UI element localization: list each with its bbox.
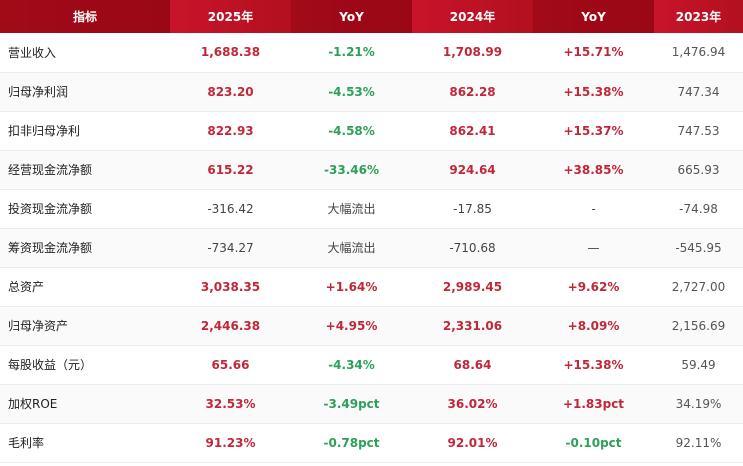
value-2025: 1,688.38 (200, 45, 261, 60)
value-2025: 65.66 (211, 357, 250, 372)
value-2024: 2,989.45 (442, 279, 503, 294)
header-yoy-2025: YoY (291, 0, 412, 33)
table-row: 毛利率 91.23% -0.78pct 92.01% -0.10pct 92.11% (0, 423, 743, 462)
value-2024: 862.41 (449, 123, 496, 138)
value-2025: -734.27 (207, 240, 254, 255)
value-2023: -545.95 (675, 240, 722, 255)
value-2024: 36.02% (447, 396, 498, 411)
value-2023: 59.49 (681, 357, 716, 372)
value-2025: 3,038.35 (200, 279, 261, 294)
table-row: 每股收益（元） 65.66 -4.34% 68.64 +15.38% 59.49 (0, 345, 743, 384)
table-row: 扣非归母净利 822.93 -4.58% 862.41 +15.37% 747.53 (0, 111, 743, 150)
table-row: 筹资现金流净额 -734.27 大幅流出 -710.68 — -545.95 (0, 228, 743, 267)
metric-label: 营业收入 (8, 45, 57, 60)
yoy-2025: 大幅流出 (327, 202, 376, 216)
table-row: 加权ROE 32.53% -3.49pct 36.02% +1.83pct 34.19% (0, 384, 743, 423)
value-2024: 92.01% (447, 435, 498, 450)
metric-label: 总资产 (8, 280, 45, 294)
metric-label: 扣非归母净利 (8, 124, 81, 138)
value-2025: 91.23% (205, 435, 256, 450)
yoy-2024: +15.38% (563, 357, 624, 372)
value-2025: -316.42 (207, 201, 254, 216)
value-2025: 2,446.38 (200, 318, 261, 333)
value-2023: 747.53 (677, 123, 720, 138)
yoy-2024: - (591, 201, 596, 216)
metric-label: 归母净利润 (8, 85, 69, 99)
yoy-2025: -0.78pct (323, 435, 380, 450)
table-row: 营业收入 1,688.38 -1.21% 1,708.99 +15.71% 1,476.9… (0, 33, 743, 72)
yoy-2025: +1.64% (325, 279, 378, 294)
yoy-2024: +15.37% (563, 123, 624, 138)
value-2024: 924.64 (449, 162, 496, 177)
table-row: 归母净利润 823.20 -4.53% 862.28 +15.38% 747.34 (0, 72, 743, 111)
yoy-2025: -33.46% (324, 162, 379, 177)
value-2023: 665.93 (677, 162, 720, 177)
table-row: 投资现金流净额 -316.42 大幅流出 -17.85 - -74.98 (0, 189, 743, 228)
table-row: 归母净资产 2,446.38 +4.95% 2,331.06 +8.09% 2,156.6… (0, 306, 743, 345)
header-yoy-2024: YoY (533, 0, 654, 33)
metric-label: 每股收益（元） (8, 358, 93, 372)
yoy-2025: -3.49pct (323, 396, 380, 411)
yoy-2024: +15.71% (563, 45, 624, 60)
value-2023: 747.34 (677, 84, 720, 99)
metric-label: 筹资现金流净额 (8, 241, 93, 255)
value-2023: 92.11% (675, 435, 722, 450)
value-2024: 1,708.99 (442, 45, 503, 60)
value-2024: -710.68 (449, 240, 496, 255)
header-2023: 2023年 (654, 0, 743, 33)
metric-label: 加权ROE (8, 397, 58, 411)
value-2024: -17.85 (453, 201, 492, 216)
metric-label: 归母净资产 (8, 319, 69, 333)
table-row: 经营现金流净额 615.22 -33.46% 924.64 +38.85% 665.93 (0, 150, 743, 189)
yoy-2024: +15.38% (563, 84, 624, 99)
value-2023: 2,156.69 (671, 318, 726, 333)
yoy-2024: +9.62% (567, 279, 620, 294)
value-2024: 862.28 (449, 84, 496, 99)
header-row: 指标 2025年 YoY 2024年 YoY 2023年 (0, 0, 743, 33)
header-2024: 2024年 (412, 0, 533, 33)
yoy-2025: +4.95% (325, 318, 378, 333)
yoy-2024: +8.09% (567, 318, 620, 333)
table-header: 指标 2025年 YoY 2024年 YoY 2023年 (0, 0, 743, 33)
value-2024: 68.64 (453, 357, 492, 372)
value-2025: 822.93 (207, 123, 254, 138)
value-2023: 2,727.00 (671, 279, 726, 294)
yoy-2024: -0.10pct (565, 435, 622, 450)
yoy-2025: -4.34% (328, 357, 375, 372)
yoy-2024: — (587, 240, 600, 255)
table-row: 总资产 3,038.35 +1.64% 2,989.45 +9.62% 2,727.00 (0, 267, 743, 306)
table-body: 营业收入 1,688.38 -1.21% 1,708.99 +15.71% 1,476.9… (0, 33, 743, 462)
yoy-2025: 大幅流出 (327, 241, 376, 255)
yoy-2025: -4.58% (328, 123, 375, 138)
value-2023: -74.98 (679, 201, 718, 216)
value-2025: 615.22 (207, 162, 254, 177)
metric-label: 经营现金流净额 (8, 163, 93, 177)
value-2024: 2,331.06 (442, 318, 503, 333)
yoy-2025: -1.21% (328, 45, 375, 60)
value-2023: 1,476.94 (671, 45, 726, 60)
value-2025: 823.20 (207, 84, 254, 99)
header-metric: 指标 (0, 0, 170, 33)
yoy-2024: +38.85% (563, 162, 624, 177)
metric-label: 投资现金流净额 (8, 202, 93, 216)
value-2023: 34.19% (675, 396, 722, 411)
yoy-2025: -4.53% (328, 84, 375, 99)
metric-label: 毛利率 (8, 436, 45, 450)
value-2025: 32.53% (205, 396, 256, 411)
header-2025: 2025年 (170, 0, 291, 33)
yoy-2024: +1.83pct (562, 396, 625, 411)
